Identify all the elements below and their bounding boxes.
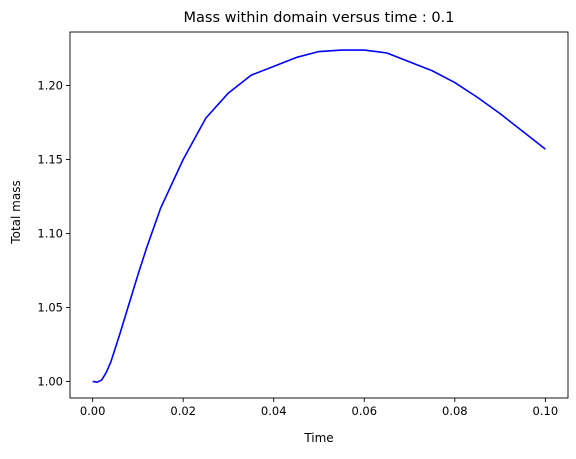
x-axis-label: Time [303, 431, 333, 445]
y-axis-label: Total mass [9, 180, 23, 244]
x-tick-label: 0.10 [533, 404, 559, 418]
y-tick-label: 1.05 [37, 300, 63, 314]
plot-frame [69, 31, 569, 399]
series-line-0 [92, 49, 546, 383]
x-tick-label: 0.02 [170, 404, 196, 418]
x-tick-label: 0.04 [261, 404, 287, 418]
y-tick-label: 1.00 [37, 374, 63, 388]
x-tick-label: 0.06 [351, 404, 377, 418]
y-tick-label: 1.10 [37, 226, 63, 240]
x-tick-label: 0.08 [442, 404, 468, 418]
x-tick-label: 0.00 [80, 404, 106, 418]
chart-title: Mass within domain versus time : 0.1 [184, 10, 455, 26]
y-tick-label: 1.15 [37, 153, 63, 167]
y-tick-label: 1.20 [37, 79, 63, 93]
plot-area: 0.00 0.02 0.04 0.06 0.08 0.10 1.00 1.05 1.10 1.15… [37, 31, 569, 418]
